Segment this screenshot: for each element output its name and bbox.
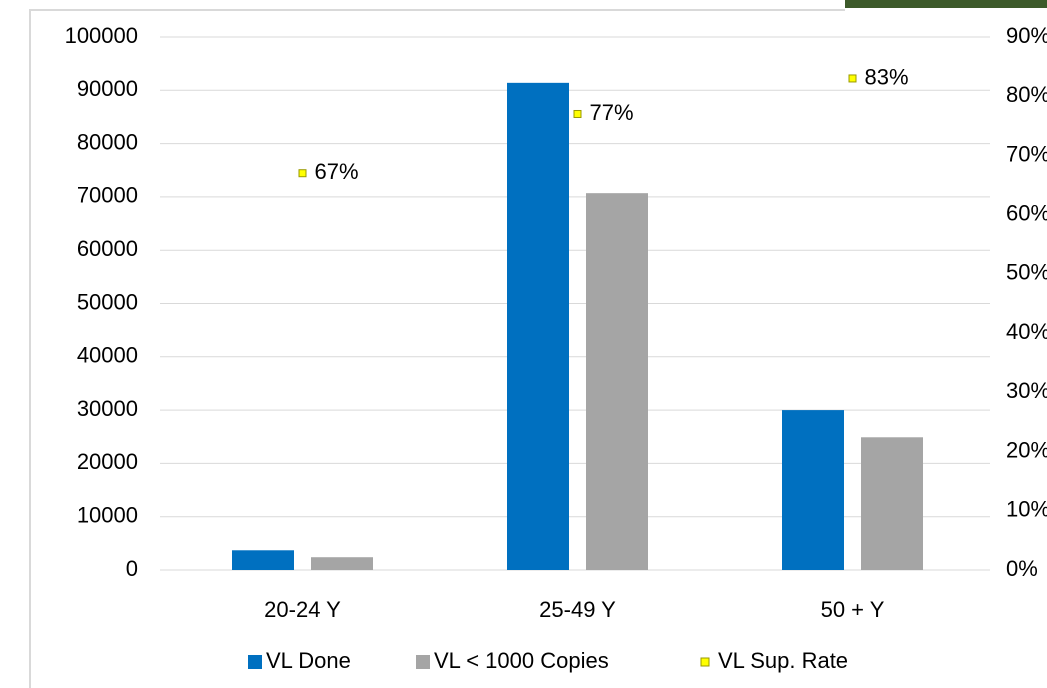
y2-tick-label: 50% bbox=[1006, 260, 1047, 285]
bar bbox=[586, 193, 648, 570]
bar bbox=[311, 557, 373, 570]
y-tick-label: 0 bbox=[126, 556, 138, 581]
y2-tick-label: 70% bbox=[1006, 141, 1047, 166]
y2-tick-label: 10% bbox=[1006, 497, 1047, 522]
point bbox=[848, 74, 857, 83]
y2-tick-label: 90% bbox=[1006, 23, 1047, 48]
y-tick-label: 30000 bbox=[77, 396, 138, 421]
photo-corner bbox=[845, 0, 1047, 8]
legend-label: VL < 1000 Copies bbox=[434, 648, 609, 673]
y-tick-label: 90000 bbox=[77, 76, 138, 101]
y-tick-label: 20000 bbox=[77, 449, 138, 474]
y2-tick-label: 60% bbox=[1006, 200, 1047, 225]
y-tick-label: 50000 bbox=[77, 289, 138, 314]
data-label: 83% bbox=[865, 64, 909, 89]
point bbox=[298, 169, 307, 178]
chart-border bbox=[29, 9, 845, 688]
data-label: 67% bbox=[315, 159, 359, 184]
x-tick-label: 25-49 Y bbox=[539, 597, 616, 622]
y-tick-label: 40000 bbox=[77, 343, 138, 368]
y2-tick-label: 0% bbox=[1006, 556, 1038, 581]
legend-label: VL Done bbox=[266, 648, 351, 673]
y-tick-label: 70000 bbox=[77, 183, 138, 208]
y-tick-label: 60000 bbox=[77, 236, 138, 261]
x-tick-label: 50 + Y bbox=[821, 597, 885, 622]
y-tick-label: 80000 bbox=[77, 129, 138, 154]
legend-swatch bbox=[248, 655, 262, 669]
bar bbox=[782, 410, 844, 570]
y2-tick-label: 80% bbox=[1006, 82, 1047, 107]
point bbox=[573, 109, 582, 118]
y2-tick-label: 40% bbox=[1006, 319, 1047, 344]
bar bbox=[861, 437, 923, 570]
y-tick-label: 10000 bbox=[77, 503, 138, 528]
bar bbox=[232, 550, 294, 570]
y-tick-label: 100000 bbox=[65, 23, 138, 48]
y2-tick-label: 20% bbox=[1006, 437, 1047, 462]
y2-tick-label: 30% bbox=[1006, 378, 1047, 403]
legend-label: VL Sup. Rate bbox=[718, 648, 848, 673]
data-label: 77% bbox=[590, 100, 634, 125]
legend-swatch bbox=[416, 655, 430, 669]
x-tick-label: 20-24 Y bbox=[264, 597, 341, 622]
legend-swatch bbox=[700, 657, 710, 667]
bar bbox=[507, 82, 569, 570]
